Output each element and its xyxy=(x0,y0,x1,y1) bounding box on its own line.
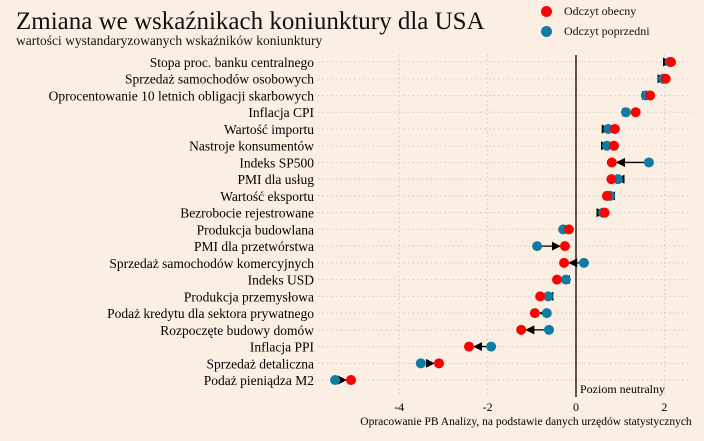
point-current xyxy=(535,291,546,302)
category-label: Inflacja PPI xyxy=(250,340,315,355)
point-current xyxy=(551,274,562,285)
point-current xyxy=(529,308,540,319)
x-tick-label: 0 xyxy=(573,400,579,414)
point-previous xyxy=(643,157,654,168)
point-current xyxy=(433,358,444,369)
point-previous xyxy=(532,241,543,252)
point-previous xyxy=(601,140,612,151)
point-current xyxy=(559,257,570,268)
category-label: Oprocentowanie 10 letnich obligacji skar… xyxy=(49,88,315,103)
legend-swatch-previous xyxy=(541,26,552,37)
legend-label-current: Odczyt obecny xyxy=(564,4,637,18)
point-current xyxy=(346,375,357,386)
legend-swatch-current xyxy=(541,6,552,17)
point-current xyxy=(609,123,620,134)
point-current xyxy=(606,157,617,168)
point-previous xyxy=(330,375,341,386)
category-label: Sprzedaż samochodów osobowych xyxy=(125,72,314,87)
point-previous xyxy=(415,358,426,369)
point-current xyxy=(516,324,527,335)
legend-item-current: Odczyt obecny xyxy=(541,4,636,19)
category-label: Rozpoczęte budowy domów xyxy=(160,323,314,338)
category-label: Produkcja przemysłowa xyxy=(184,289,314,304)
category-label: Stopa proc. banku centralnego xyxy=(150,55,314,70)
category-label: Inflacja CPI xyxy=(248,105,314,120)
category-label: Produkcja budowlana xyxy=(197,222,314,237)
source-note: Opracowanie PB Analizy, na podstawie dan… xyxy=(360,416,692,428)
legend-item-previous: Odczyt poprzedni xyxy=(541,24,650,39)
point-previous xyxy=(543,291,554,302)
x-tick-label: 2 xyxy=(661,400,667,414)
category-label: Indeks SP500 xyxy=(239,155,314,170)
point-current xyxy=(606,174,617,185)
point-current xyxy=(601,190,612,201)
category-label: PMI dla usług xyxy=(237,172,314,187)
point-previous xyxy=(578,257,589,268)
point-previous xyxy=(544,324,555,335)
point-previous xyxy=(620,107,631,118)
category-label: Wartość eksportu xyxy=(220,189,314,204)
zero-line-label: Poziom neutralny xyxy=(580,382,665,396)
point-previous xyxy=(486,341,497,352)
category-label: Sprzedaż samochodów komercyjnych xyxy=(109,256,314,271)
point-current xyxy=(599,207,610,218)
x-tick-label: -2 xyxy=(483,400,493,414)
category-label: Indeks USD xyxy=(248,273,315,288)
category-label: Sprzedaż detaliczna xyxy=(206,356,314,371)
category-label: Nastroje konsumentów xyxy=(189,139,314,154)
point-current xyxy=(609,140,620,151)
category-label: PMI dla przetwórstwa xyxy=(194,239,314,254)
category-label: Wartość importu xyxy=(224,122,314,137)
chart-subtitle: wartości wystandaryzowanych wskaźników k… xyxy=(16,33,323,48)
x-tick-label: -4 xyxy=(394,400,404,414)
legend-label-previous: Odczyt poprzedni xyxy=(564,24,650,38)
category-label: Bezrobocie rejestrowane xyxy=(180,206,314,221)
point-previous xyxy=(560,274,571,285)
chart-title: Zmiana we wskaźnikach koniunktury dla US… xyxy=(16,8,485,35)
point-current xyxy=(666,57,677,67)
point-current xyxy=(563,224,574,235)
point-current xyxy=(559,241,570,252)
point-current xyxy=(645,90,656,101)
category-label: Podaż pieniądza M2 xyxy=(204,373,314,388)
point-current xyxy=(464,341,475,352)
point-current xyxy=(660,73,671,84)
point-previous xyxy=(541,308,552,319)
point-current xyxy=(630,107,641,118)
category-label: Podaż kredytu dla sektora prywatnego xyxy=(107,306,314,321)
